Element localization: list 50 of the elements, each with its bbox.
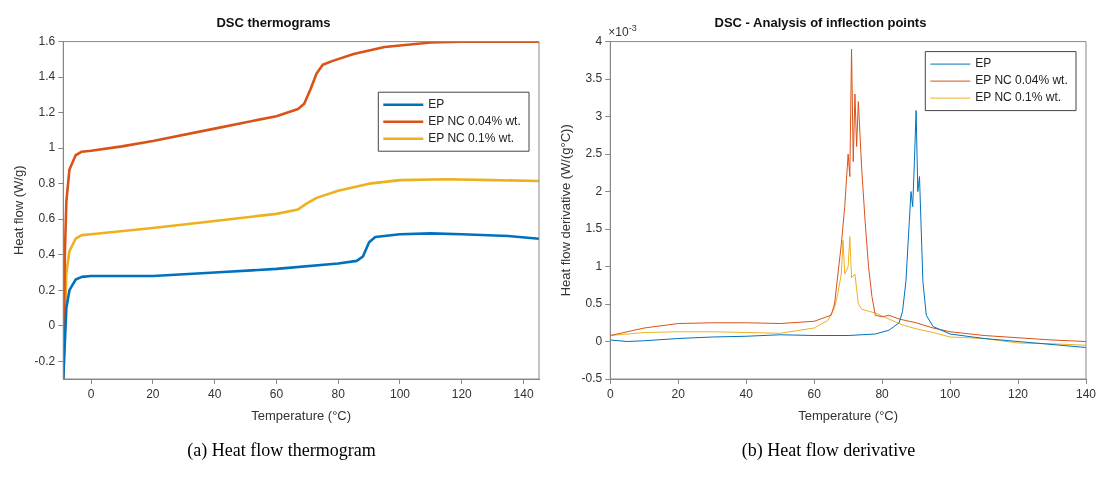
x-tick-label: 60 bbox=[269, 386, 284, 401]
x-tick-label: 100 bbox=[389, 386, 411, 401]
x-tick-label: 140 bbox=[513, 386, 534, 401]
x-axis-title: Temperature (°C) bbox=[798, 407, 899, 423]
y-tick-label: 1 bbox=[595, 258, 603, 273]
legend-label: EP NC 0.1% wt. bbox=[428, 131, 515, 146]
y-tick-label: 2 bbox=[595, 183, 603, 198]
x-tick-label: 20 bbox=[671, 386, 686, 401]
x-tick-label: 100 bbox=[940, 386, 961, 401]
x-tick-label: 40 bbox=[207, 386, 222, 401]
x-axis-title: Temperature (°C) bbox=[251, 407, 352, 423]
x-tick-label: 120 bbox=[451, 386, 473, 401]
y-tick-label: 3 bbox=[595, 108, 603, 123]
y-tick-label: 0.2 bbox=[38, 282, 56, 297]
y-tick-label: -0.5 bbox=[581, 371, 603, 386]
y-tick-label: 1 bbox=[48, 140, 56, 155]
legend-label: EP bbox=[975, 56, 992, 71]
y-tick-label: -0.2 bbox=[34, 353, 56, 368]
text: (b) Heat flow derivative bbox=[740, 440, 917, 461]
y-tick-label: 0.6 bbox=[38, 211, 56, 226]
y-tick-label: 0.4 bbox=[38, 247, 56, 262]
legend-label: EP bbox=[428, 97, 445, 112]
x-tick-label: 0 bbox=[606, 386, 614, 401]
chart-title: DSC - Analysis of inflection points bbox=[714, 15, 927, 31]
y-tick-label: 0 bbox=[48, 318, 56, 333]
y-axis-title: Heat flow derivative (W/(g°C)) bbox=[558, 124, 574, 297]
x-tick-label: 40 bbox=[739, 386, 754, 401]
y-tick-label: 1.2 bbox=[38, 104, 56, 119]
x-tick-label: 0 bbox=[87, 386, 95, 401]
x-tick-label: 80 bbox=[331, 386, 346, 401]
x-tick-label: 20 bbox=[146, 386, 160, 401]
x-tick-label: 80 bbox=[875, 386, 890, 401]
y-tick-label: 1.6 bbox=[38, 33, 56, 48]
x-tick-label: 140 bbox=[1075, 386, 1097, 401]
y-tick-label: 1.5 bbox=[585, 221, 603, 236]
y-tick-label: 0.5 bbox=[585, 296, 603, 311]
text: (a) Heat flow thermogram bbox=[186, 440, 377, 461]
y-tick-label: 3.5 bbox=[585, 71, 603, 86]
y-axis-title: Heat flow (W/g) bbox=[11, 165, 27, 256]
y-tick-label: 0.8 bbox=[38, 175, 56, 190]
y-tick-label: 2.5 bbox=[585, 146, 603, 161]
chart-title: DSC thermograms bbox=[216, 15, 331, 31]
y-tick-label: 0 bbox=[595, 333, 603, 348]
legend-label: EP NC 0.1% wt. bbox=[975, 90, 1062, 105]
x-tick-label: 60 bbox=[807, 386, 822, 401]
y-tick-label: 1.4 bbox=[38, 69, 56, 84]
x-tick-label: 120 bbox=[1008, 386, 1029, 401]
y-tick-label: 4 bbox=[595, 33, 603, 48]
legend-label: EP NC 0.04% wt. bbox=[975, 73, 1068, 88]
legend-label: EP NC 0.04% wt. bbox=[428, 114, 521, 129]
